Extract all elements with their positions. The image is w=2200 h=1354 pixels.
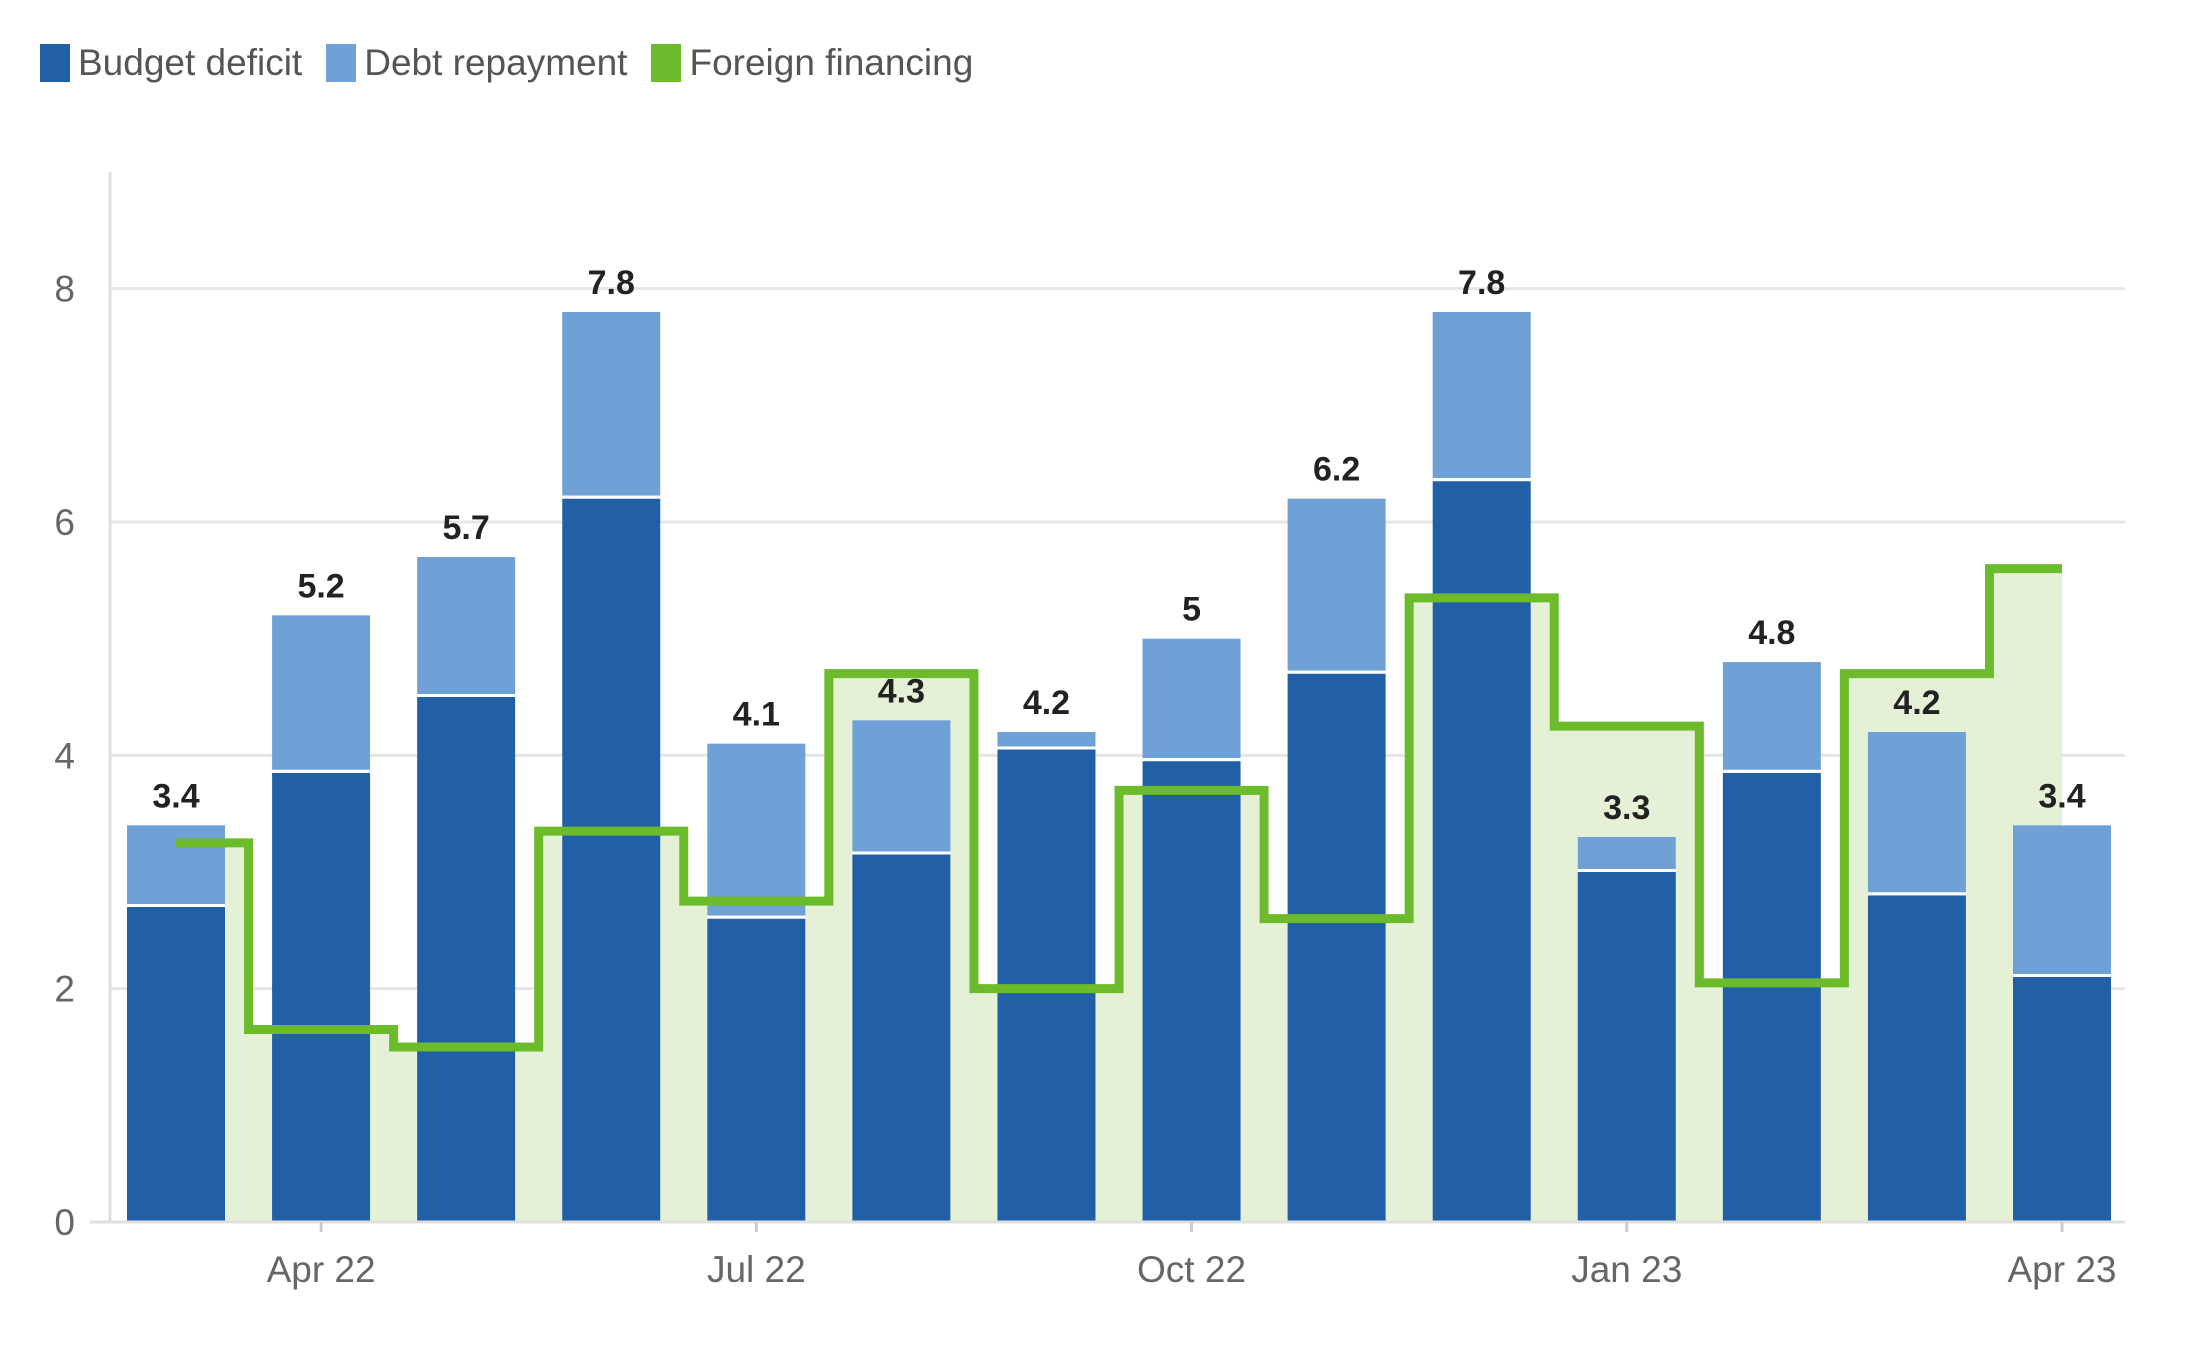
legend-label-budget-deficit: Budget deficit <box>78 42 303 83</box>
bar-debt-repayment <box>1577 837 1676 869</box>
data-label-total: 5 <box>1182 591 1201 629</box>
data-label-total: 4.8 <box>1748 614 1795 652</box>
bar-debt-repayment <box>562 312 661 496</box>
label-layer: 3.4 5.2 5.7 7.8 4.1 4.3 4.2 5 6.2 7.8 3.3 4.8 4.2 3.4 <box>152 264 2085 827</box>
data-label-total: 4.3 <box>878 672 925 710</box>
legend-item-budget-deficit[interactable]: Budget deficit <box>40 42 302 84</box>
bar-debt-repayment <box>127 825 225 904</box>
foreign-financing-line <box>176 564 2062 1052</box>
bar-budget-deficit <box>417 697 516 1222</box>
data-label-total: 3.4 <box>2038 777 2085 815</box>
foreign-financing-line-layer <box>176 564 2062 1052</box>
bar-budget-deficit <box>1287 673 1386 1222</box>
bar-budget-deficit <box>1722 772 1821 1222</box>
y-tick-label-2: 2 <box>54 969 75 1010</box>
bar-debt-repayment <box>1432 312 1531 479</box>
bar-debt-repayment <box>272 615 371 770</box>
y-tick-label-8: 8 <box>54 269 75 310</box>
bar-budget-deficit <box>1142 761 1241 1222</box>
legend-item-debt-repayment[interactable]: Debt repayment <box>326 42 627 84</box>
bar-budget-deficit <box>707 918 806 1222</box>
data-label-total: 5.7 <box>443 509 490 547</box>
x-tick-label: Jul 22 <box>707 1249 806 1290</box>
x-tick-label: Apr 23 <box>2007 1249 2116 1290</box>
legend-label-debt-repayment: Debt repayment <box>364 42 628 83</box>
legend-swatch-debt-repayment <box>326 44 357 82</box>
bar-debt-repayment <box>997 732 1096 747</box>
y-tick-label-6: 6 <box>54 502 75 543</box>
bar-budget-deficit <box>852 854 951 1222</box>
bar-budget-deficit <box>1867 895 1966 1222</box>
bar-debt-repayment <box>417 557 516 694</box>
legend-label-foreign-financing: Foreign financing <box>689 42 974 83</box>
bar-debt-repayment <box>2013 825 2111 974</box>
x-tick-label: Oct 22 <box>1137 1249 1246 1290</box>
data-label-total: 3.4 <box>152 777 199 815</box>
bar-budget-deficit <box>1577 872 1676 1222</box>
x-tick-label: Apr 22 <box>267 1249 376 1290</box>
bar-debt-repayment <box>1142 638 1241 759</box>
y-tick-label-4: 4 <box>54 735 75 776</box>
bar-debt-repayment <box>1867 732 1966 893</box>
legend-swatch-budget-deficit <box>40 44 70 82</box>
bar-budget-deficit <box>562 498 661 1223</box>
legend-swatch-foreign-financing <box>651 44 682 82</box>
bar-layer <box>127 312 2111 1223</box>
bar-debt-repayment <box>1722 662 1821 770</box>
bar-budget-deficit <box>127 907 225 1222</box>
data-label-total: 7.8 <box>1458 264 1505 302</box>
legend-item-foreign-financing[interactable]: Foreign financing <box>651 42 973 84</box>
bar-debt-repayment <box>707 743 806 916</box>
x-tick-label: Jan 23 <box>1571 1249 1682 1290</box>
data-label-total: 6.2 <box>1313 451 1360 489</box>
y-tick-label-0: 0 <box>54 1202 75 1243</box>
bar-debt-repayment <box>852 720 951 852</box>
bar-budget-deficit <box>272 772 371 1222</box>
data-label-total: 4.2 <box>1023 684 1070 722</box>
bar-budget-deficit <box>2013 977 2111 1222</box>
axis-layer: 0 2 4 6 8 Apr 22 Jul 22 Oct 22 Jan 23 Apr 23 <box>54 172 2125 1290</box>
data-label-total: 5.2 <box>297 567 344 605</box>
bar-debt-repayment <box>1287 498 1386 671</box>
data-label-total: 4.1 <box>733 696 780 734</box>
legend: Budget deficit Debt repayment Foreign fi… <box>40 42 997 84</box>
bar-budget-deficit <box>1432 481 1531 1223</box>
data-label-total: 3.3 <box>1603 789 1650 827</box>
data-label-total: 7.8 <box>588 264 635 302</box>
data-label-total: 4.2 <box>1893 684 1940 722</box>
